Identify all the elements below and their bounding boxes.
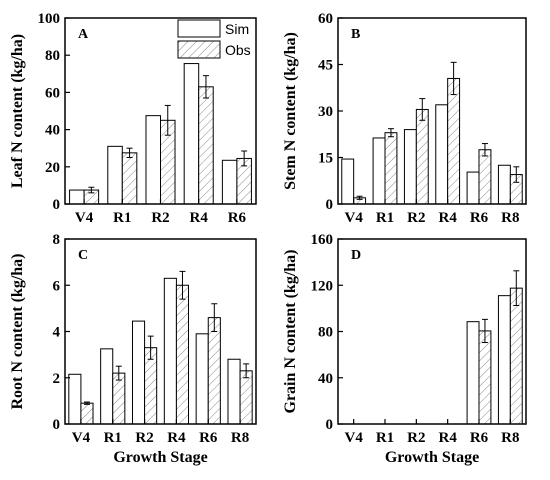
plot-frame	[337, 17, 527, 205]
panel-letter: D	[351, 248, 361, 263]
y-tick-label: 30	[318, 104, 333, 120]
y-tick-label: 15	[318, 151, 333, 167]
bar-sim-v4	[69, 189, 85, 205]
legend-swatch-obs	[177, 40, 221, 59]
bar-sim-r1	[107, 145, 123, 205]
y-tick-label: 80	[45, 48, 60, 64]
y-tick-label: 100	[38, 11, 61, 27]
panel-letter: A	[78, 27, 89, 42]
x-tick-label-r2: R2	[407, 210, 425, 226]
chart-panel-a: 0 20 40 60 80 100 V4 R1 R2 R4 R6 Leaf N content (kg…	[9, 11, 257, 226]
bar-obs-r1	[384, 132, 398, 205]
x-tick-label-r8: R8	[501, 430, 519, 446]
x-tick-label-r6: R6	[470, 430, 489, 446]
x-tick-label-r8: R8	[501, 210, 519, 226]
x-tick-label-r1: R1	[376, 430, 394, 446]
x-tick-label-r6: R6	[228, 210, 247, 226]
bar-obs-v4	[80, 402, 94, 425]
bar-obs-r2	[415, 108, 429, 205]
bar-sim-r6	[221, 159, 238, 205]
bar-obs-r6	[207, 317, 221, 425]
bar-obs-r1	[112, 372, 126, 425]
panel-letter: C	[78, 248, 88, 263]
legend-label-obs: Obs	[225, 42, 251, 58]
x-tick-label-r1: R1	[376, 210, 394, 226]
y-axis-title: Leaf N content (kg/ha)	[9, 34, 26, 188]
x-tick-label-v4: V4	[344, 210, 363, 226]
y-tick-label: 0	[326, 197, 334, 213]
bar-sim-r6	[195, 333, 209, 425]
bar-sim-r2	[145, 115, 161, 205]
y-axis-title: Stem N content (kg/ha)	[282, 32, 299, 190]
bar-obs-r6	[478, 330, 492, 425]
bar-sim-r6	[466, 171, 480, 205]
bar-sim-v4	[68, 373, 82, 425]
x-tick-label-v4: V4	[72, 430, 91, 446]
x-tick-label-r1: R1	[113, 210, 131, 226]
bar-sim-r6	[466, 321, 480, 425]
x-tick-label-v4: V4	[344, 430, 363, 446]
y-tick-label: 6	[53, 278, 61, 294]
y-tick-label: 40	[45, 123, 60, 139]
chart-panel-c: 0 2 4 6 8 V4 R1 R2 R4 R6 R8 Root N content (kg/ha) G…	[9, 232, 257, 466]
x-tick-label-r4: R4	[438, 210, 457, 226]
y-axis-title: Root N content (kg/ha)	[9, 254, 26, 410]
bar-obs-r4	[175, 284, 190, 425]
x-tick-label-r8: R8	[231, 430, 249, 446]
y-tick-label: 45	[318, 58, 333, 74]
x-tick-label-v4: V4	[75, 210, 94, 226]
y-tick-label: 80	[318, 325, 333, 341]
y-tick-label: 0	[53, 417, 61, 433]
y-tick-label: 60	[45, 85, 60, 101]
y-tick-label: 20	[45, 160, 60, 176]
y-tick-label: 8	[53, 232, 61, 248]
bar-sim-r2	[131, 320, 146, 425]
y-tick-label: 2	[53, 371, 61, 387]
legend-label-sim: Sim	[225, 21, 249, 37]
x-tick-label-r4: R4	[167, 430, 186, 446]
bar-sim-r8	[497, 164, 511, 205]
legend: Sim Obs	[177, 19, 251, 59]
x-tick-label-r6: R6	[470, 210, 489, 226]
y-tick-label: 4	[53, 325, 61, 341]
x-axis-title: Growth Stage	[385, 449, 479, 466]
chart-panel-b: 0 15 30 45 60 V4 R1 R2 R4 R6 R8 Stem N content (kg/…	[282, 11, 527, 226]
x-tick-label-r4: R4	[190, 210, 209, 226]
x-axis-title: Growth Stage	[113, 449, 207, 466]
bar-sim-r8	[497, 295, 511, 425]
y-tick-label: 60	[318, 11, 333, 27]
bar-sim-r1	[100, 348, 114, 425]
bar-sim-r1	[372, 137, 386, 205]
bar-sim-r4	[435, 104, 449, 205]
x-tick-label-r4: R4	[438, 430, 457, 446]
bar-sim-r4	[163, 277, 177, 425]
x-tick-label-r1: R1	[104, 430, 122, 446]
y-tick-label: 120	[311, 278, 334, 294]
x-tick-label-r6: R6	[199, 430, 218, 446]
y-tick-label: 160	[311, 232, 334, 248]
bar-obs-r6	[478, 149, 492, 205]
bar-obs-r1	[121, 152, 138, 205]
plot-frame	[64, 238, 257, 425]
chart-panel-d: 0 40 80 120 160 V4 R1 R2 R4 R6 R8 Grain N content (…	[282, 232, 527, 466]
bar-sim-r4	[183, 63, 200, 205]
bar-obs-r4	[447, 77, 461, 205]
x-tick-label-r2: R2	[151, 210, 169, 226]
bar-obs-r8	[239, 370, 253, 425]
x-tick-label-r2: R2	[407, 430, 425, 446]
y-tick-label: 0	[326, 417, 334, 433]
bar-obs-r8	[509, 287, 523, 425]
x-tick-label-r2: R2	[135, 430, 153, 446]
legend-swatch-sim	[177, 19, 221, 38]
y-axis-title: Grain N content (kg/ha)	[282, 250, 299, 414]
y-tick-label: 0	[53, 197, 61, 213]
bar-sim-r8	[227, 358, 241, 425]
bar-sim-v4	[341, 158, 355, 205]
bar-obs-r4	[198, 86, 214, 205]
bar-sim-r2	[403, 129, 417, 205]
plot-frame	[337, 238, 527, 425]
y-tick-label: 40	[318, 371, 333, 387]
panel-letter: B	[351, 27, 360, 42]
